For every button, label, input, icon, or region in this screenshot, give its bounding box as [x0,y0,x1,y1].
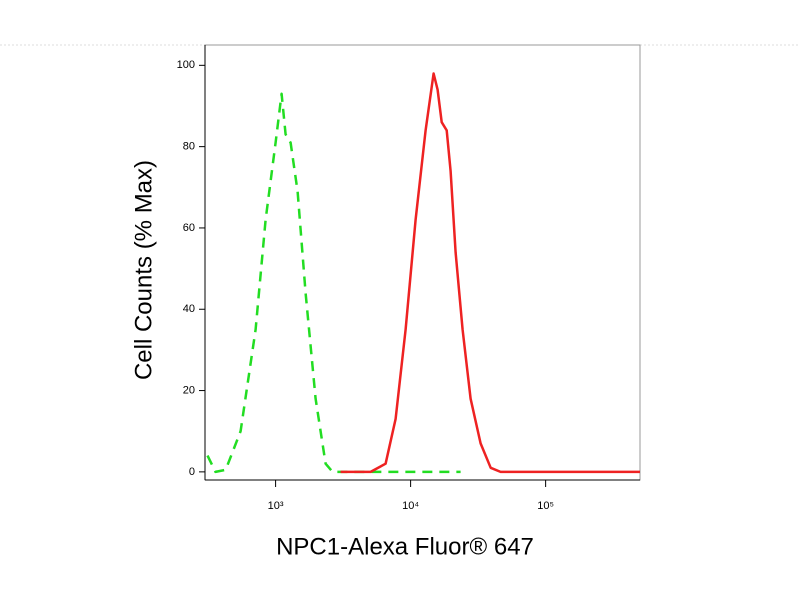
plot-frame [204,44,641,481]
y-tick-label: 60 [183,222,195,234]
histogram-line [340,72,640,474]
y-tick-label: 0 [189,466,195,478]
y-tick-label: 80 [183,141,195,153]
x-tick-label: 10³ [268,500,284,512]
y-tick-label: 40 [183,303,195,315]
y-axis-title: Cell Counts (% Max) [130,160,157,380]
y-tick-label: 20 [183,384,195,396]
x-tick-label: 10⁵ [537,500,554,512]
x-axis-title: NPC1-Alexa Fluor® 647 [276,533,534,560]
histogram-line [206,92,461,474]
x-tick-label: 10⁴ [402,500,419,512]
y-tick-label: 100 [177,59,195,71]
